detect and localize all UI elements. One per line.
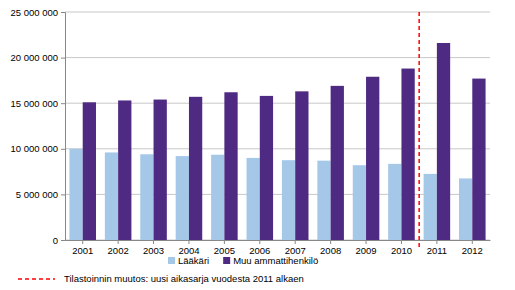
bar	[401, 69, 414, 240]
tick: 2005	[214, 240, 235, 256]
annotation-label: Tilastoinnin muutos: uusi aikasarja vuod…	[64, 273, 304, 284]
tick-label: 5 000 000	[16, 189, 58, 200]
bar	[437, 43, 450, 240]
tick-mark	[295, 240, 296, 244]
tick: 10 000 000	[10, 143, 65, 154]
y-axis: 0 5 000 000 10 000 000 15 000 000 20 000 000…	[10, 7, 65, 246]
tick-label: 2003	[143, 245, 164, 256]
tick-label: 2008	[320, 245, 341, 256]
tick: 2011	[427, 240, 447, 256]
grid-line	[65, 12, 490, 13]
tick-mark	[61, 58, 65, 59]
tick-mark	[82, 240, 83, 244]
tick-label: 25 000 000	[10, 7, 58, 18]
tick: 15 000 000	[10, 98, 65, 109]
tick-label: 0	[53, 235, 58, 246]
tick: 2010	[391, 240, 412, 256]
tick-label: 2010	[391, 245, 412, 256]
x-axis: 2001 2002 2003 2004 2005 2006 2007 2008 2009 2010…	[66, 240, 491, 256]
annotation-legend-line	[18, 278, 55, 280]
bar	[260, 96, 273, 240]
tick: 0	[53, 235, 65, 246]
bar	[176, 156, 189, 240]
chart: 0 5 000 000 10 000 000 15 000 000 20 000 000…	[0, 0, 515, 290]
bar	[118, 100, 131, 240]
bar	[247, 158, 260, 240]
tick-label: 2009	[355, 245, 376, 256]
tick-mark	[153, 240, 154, 244]
bar	[211, 155, 224, 240]
tick: 25 000 000	[10, 7, 65, 18]
grid	[65, 12, 490, 240]
legend-label: Lääkäri	[178, 255, 209, 266]
legend-swatch	[168, 257, 175, 264]
tick-mark	[366, 240, 367, 244]
tick-label: 20 000 000	[10, 52, 58, 63]
bar	[105, 152, 118, 240]
axis-line	[61, 13, 66, 241]
tick-label: 2002	[108, 245, 129, 256]
tick-label: 2001	[72, 245, 93, 256]
tick-mark	[61, 240, 65, 241]
axis-line	[66, 240, 491, 241]
tick: 2002	[108, 240, 129, 256]
tick-label: 2012	[462, 245, 483, 256]
bar	[154, 100, 167, 240]
tick-mark	[188, 240, 189, 244]
tick-mark	[61, 12, 65, 13]
tick: 2004	[178, 240, 199, 256]
legend-swatch	[223, 257, 230, 264]
tick-mark	[330, 240, 331, 244]
tick-mark	[472, 240, 473, 244]
tick-mark	[259, 240, 260, 244]
tick-label: 2005	[214, 245, 235, 256]
tick-mark	[61, 194, 65, 195]
bar	[424, 174, 437, 240]
tick: 2012	[462, 240, 483, 256]
tick: 2007	[285, 240, 306, 256]
bar	[331, 86, 344, 240]
bar	[366, 77, 379, 240]
tick-label: 2011	[427, 245, 447, 256]
bar	[295, 91, 308, 240]
annotation-line	[418, 12, 420, 250]
tick-mark	[401, 240, 402, 244]
tick-mark	[436, 240, 437, 244]
tick-label: 15 000 000	[10, 98, 58, 109]
bar	[224, 92, 237, 240]
tick: 2008	[320, 240, 341, 256]
grid-line	[65, 57, 490, 58]
bar	[353, 165, 366, 240]
tick-mark	[224, 240, 225, 244]
bar	[69, 149, 82, 240]
tick: 2003	[143, 240, 164, 256]
bar	[388, 164, 401, 240]
tick: 2001	[72, 240, 93, 256]
legend: Lääkäri Muu ammattihenkilö	[168, 255, 318, 266]
bar	[140, 154, 153, 240]
tick-mark	[118, 240, 119, 244]
bars	[69, 43, 485, 240]
bar	[282, 160, 295, 240]
tick: 2006	[249, 240, 270, 256]
legend-label: Muu ammattihenkilö	[233, 255, 318, 266]
tick-label: 10 000 000	[10, 143, 58, 154]
bar	[459, 178, 472, 240]
tick: 5 000 000	[16, 189, 65, 200]
tick-mark	[61, 103, 65, 104]
bar	[317, 161, 330, 240]
tick: 2009	[355, 240, 376, 256]
bar	[472, 79, 485, 240]
bar	[189, 97, 202, 240]
tick: 20 000 000	[10, 52, 65, 63]
bar	[83, 102, 96, 240]
tick-mark	[61, 149, 65, 150]
